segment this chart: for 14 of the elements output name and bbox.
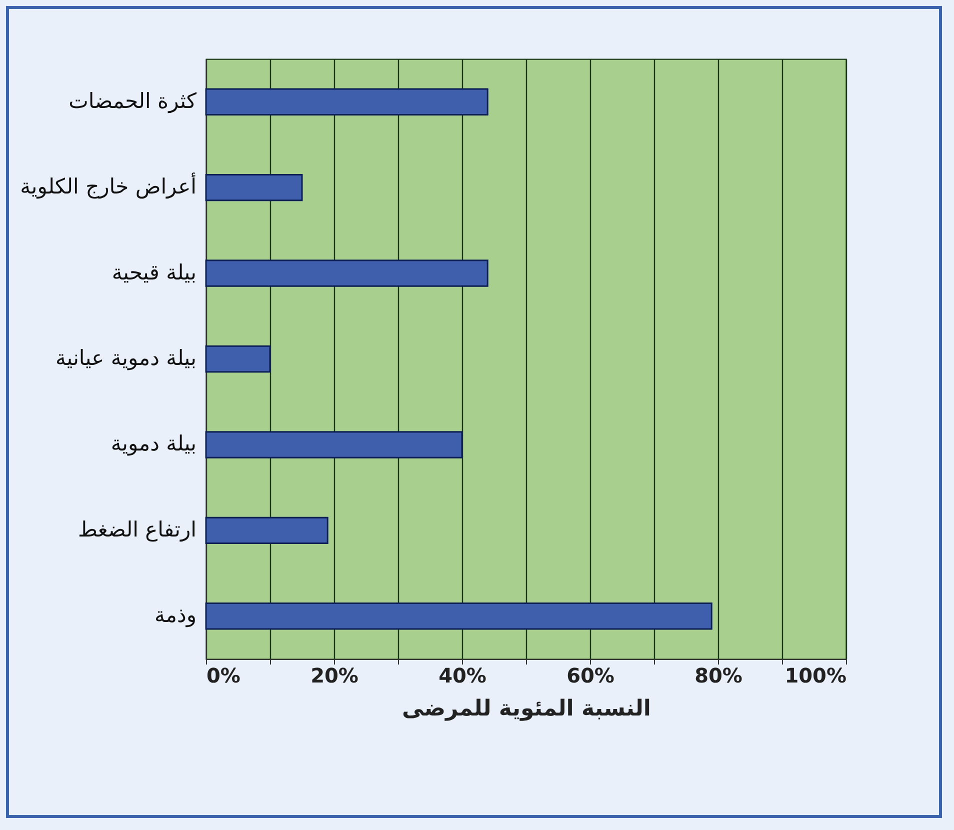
x-tick-label: 80%: [694, 664, 742, 688]
x-tick-label: 20%: [310, 664, 358, 688]
x-tick-label: 100%: [784, 664, 846, 688]
x-tick-label: 0%: [206, 664, 240, 688]
y-tick-label: أعراض خارج الكلوية: [20, 172, 196, 200]
y-tick-label: كثرة الحمضات: [68, 88, 196, 114]
x-tick-label: 40%: [438, 664, 486, 688]
y-tick-label: بيلة دموية: [110, 432, 196, 457]
y-tick-label: ارتفاع الضغط: [78, 517, 196, 542]
y-tick-label: بيلة قيحية: [112, 260, 196, 284]
x-tick-label: 60%: [566, 664, 614, 688]
y-tick-label: بيلة دموية عيانية: [55, 346, 196, 371]
x-axis-title: النسبة المئوية للمرضى: [402, 696, 651, 722]
y-tick-label: وذمة: [154, 603, 196, 628]
